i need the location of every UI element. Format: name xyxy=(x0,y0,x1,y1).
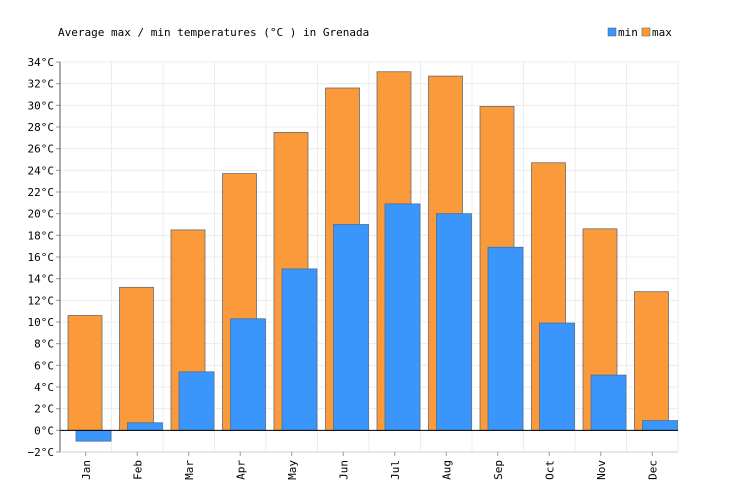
y-tick-label: 22°C xyxy=(28,186,55,199)
x-tick-label: Sep xyxy=(492,460,505,480)
y-tick-label: 26°C xyxy=(28,143,55,156)
legend-label-max: max xyxy=(652,26,672,39)
x-tick-label: Nov xyxy=(595,460,608,480)
bar-min xyxy=(487,246,524,431)
x-tick-label: Oct xyxy=(543,460,556,480)
y-tick-label: 18°C xyxy=(28,229,55,242)
grid xyxy=(60,61,679,453)
y-tick-label: 28°C xyxy=(28,121,55,134)
bar-min xyxy=(75,429,112,442)
y-tick-label: 16°C xyxy=(28,251,55,264)
y-tick-label: 14°C xyxy=(28,273,55,286)
y-tick-label: 32°C xyxy=(28,78,55,91)
bar-min xyxy=(127,422,163,431)
bar-min xyxy=(384,203,421,431)
x-tick-label: Jan xyxy=(80,460,93,480)
bar-min xyxy=(539,322,575,431)
x-tick-label: Dec xyxy=(646,460,659,480)
legend-swatch-min xyxy=(607,27,617,37)
axes xyxy=(59,62,678,453)
chart-title: Average max / min temperatures (°C ) in … xyxy=(58,26,369,39)
x-tick-label: Apr xyxy=(234,460,247,480)
legend-swatch-max xyxy=(641,27,651,37)
y-tick-label: 12°C xyxy=(28,294,55,307)
x-tick-label: Mar xyxy=(183,460,196,480)
bar-min xyxy=(642,420,678,431)
x-tick-label: Jun xyxy=(337,460,350,480)
y-tick-label: 4°C xyxy=(34,381,54,394)
bar-min xyxy=(590,374,627,431)
y-tick-label: 2°C xyxy=(34,403,54,416)
x-tick-label: Aug xyxy=(440,460,453,480)
y-tick-label: 30°C xyxy=(28,99,55,112)
bar-min xyxy=(281,268,318,431)
bar-max xyxy=(67,315,103,431)
bar-max xyxy=(634,291,669,431)
x-axis-ticks: Jan Feb Mar Apr May Jun Jul Aug Sep Oct Nov Dec xyxy=(80,452,659,480)
y-tick-label: 0°C xyxy=(34,424,54,437)
bar-min xyxy=(230,318,266,431)
x-tick-label: Jul xyxy=(389,460,402,480)
y-tick-label: 10°C xyxy=(28,316,55,329)
bar-max xyxy=(119,286,154,431)
x-tick-label: May xyxy=(286,460,299,480)
y-tick-label: 8°C xyxy=(34,338,54,351)
y-axis-ticks: −2°C 0°C 2°C 4°C 6°C 8°C 10°C 12°C 14°C 16°C 18°C 2… xyxy=(28,56,60,459)
y-tick-label: 34°C xyxy=(28,56,55,69)
y-tick-label: −2°C xyxy=(28,446,55,459)
legend-label-min: min xyxy=(618,26,638,39)
x-tick-label: Feb xyxy=(131,460,144,480)
bar-min xyxy=(333,224,369,431)
bar-min xyxy=(436,213,472,431)
bar-min xyxy=(178,371,215,431)
y-tick-label: 24°C xyxy=(28,164,55,177)
y-tick-label: 20°C xyxy=(28,208,55,221)
bars xyxy=(67,71,678,442)
y-tick-label: 6°C xyxy=(34,359,54,372)
legend: min max xyxy=(607,26,672,39)
